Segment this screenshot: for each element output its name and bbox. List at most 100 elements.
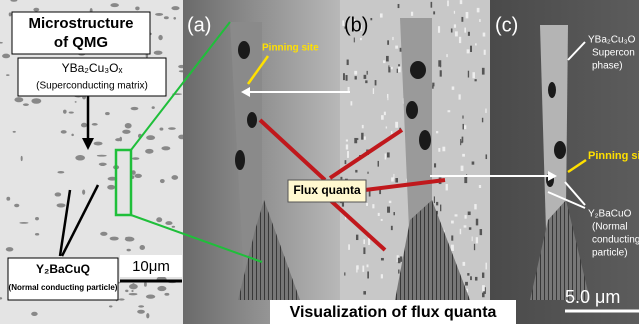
- texture-mark: [391, 177, 394, 181]
- texture-mark: [171, 175, 178, 180]
- texture-mark: [482, 293, 485, 298]
- texture-mark: [378, 213, 380, 216]
- texture-mark: [354, 38, 355, 43]
- texture-mark: [389, 201, 391, 203]
- texture-mark: [129, 284, 138, 290]
- texture-mark: [23, 103, 29, 106]
- texture-mark: [386, 126, 387, 128]
- texture-mark: [482, 273, 484, 278]
- texture-mark: [164, 293, 169, 296]
- texture-mark: [351, 101, 353, 105]
- texture-mark: [356, 235, 358, 240]
- texture-mark: [486, 154, 488, 159]
- texture-mark: [451, 221, 454, 224]
- texture-mark: [346, 140, 348, 142]
- texture-mark: [367, 172, 368, 174]
- texture-mark: [463, 124, 464, 130]
- texture-mark: [145, 149, 153, 154]
- texture-mark: [476, 237, 478, 243]
- texture-mark: [131, 107, 139, 110]
- texture-mark: [157, 286, 166, 291]
- texture-mark: [485, 109, 486, 113]
- texture-mark: [355, 76, 357, 79]
- texture-mark: [460, 139, 461, 145]
- title: of QMG: [54, 34, 108, 51]
- caption: Visualization of flux quanta: [290, 304, 497, 321]
- texture-mark: [475, 43, 477, 45]
- texture-mark: [472, 161, 475, 164]
- texture-mark: [432, 85, 434, 88]
- texture-mark: [455, 214, 458, 216]
- texture-mark: [434, 163, 436, 167]
- texture-mark: [470, 276, 472, 280]
- texture-mark: [465, 282, 468, 286]
- texture-mark: [455, 31, 458, 36]
- texture-mark: [367, 71, 368, 75]
- texture-mark: [367, 264, 369, 267]
- texture-mark: [109, 305, 113, 307]
- texture-mark: [110, 3, 118, 7]
- texture-mark: [380, 13, 383, 17]
- texture-mark: [158, 35, 162, 40]
- texture-mark: [395, 46, 398, 49]
- texture-mark: [468, 212, 471, 216]
- texture-mark: [454, 11, 455, 14]
- texture-mark: [347, 151, 349, 158]
- texture-mark: [467, 49, 470, 53]
- texture-mark: [13, 131, 16, 133]
- label: phase): [592, 61, 623, 72]
- texture-mark: [465, 215, 467, 219]
- texture-mark: [461, 17, 463, 22]
- texture-mark: [375, 80, 377, 85]
- texture-mark: [372, 204, 374, 208]
- texture-mark: [9, 12, 12, 16]
- title: Microstructure: [28, 15, 133, 32]
- texture-mark: [105, 112, 110, 115]
- texture-mark: [172, 226, 175, 228]
- texture-mark: [392, 37, 393, 40]
- texture-mark: [370, 18, 372, 20]
- texture-mark: [479, 185, 481, 188]
- texture-mark: [436, 202, 438, 205]
- texture-mark: [14, 97, 23, 102]
- texture-mark: [154, 51, 163, 55]
- flux-label: Flux quanta: [293, 183, 361, 197]
- texture-mark: [479, 19, 480, 22]
- texture-mark: [31, 98, 41, 104]
- texture-mark: [354, 71, 357, 75]
- texture-mark: [477, 8, 480, 12]
- texture-mark: [363, 291, 366, 294]
- texture-mark: [383, 60, 385, 63]
- texture-mark: [69, 111, 74, 113]
- texture-mark: [387, 40, 389, 44]
- texture-mark: [482, 68, 485, 75]
- texture-mark: [431, 2, 433, 8]
- texture-mark: [433, 11, 435, 14]
- texture-mark: [357, 138, 358, 140]
- texture-mark: [385, 154, 387, 160]
- texture-mark: [482, 118, 483, 123]
- texture-mark: [454, 24, 456, 27]
- texture-mark: [386, 56, 389, 62]
- texture-mark: [33, 8, 39, 12]
- texture-mark: [6, 197, 10, 201]
- texture-mark: [452, 86, 455, 89]
- texture-mark: [63, 110, 67, 114]
- texture-mark: [474, 244, 475, 250]
- texture-mark: [442, 147, 445, 152]
- texture-mark: [366, 203, 368, 206]
- label: Supercon: [592, 48, 635, 59]
- texture-mark: [71, 134, 73, 137]
- vortex: [235, 150, 245, 170]
- texture-mark: [160, 127, 164, 130]
- texture-mark: [475, 79, 477, 81]
- texture-mark: [144, 282, 147, 287]
- texture-mark: [381, 115, 384, 120]
- texture-mark: [393, 212, 394, 215]
- texture-mark: [476, 219, 478, 226]
- texture-mark: [483, 33, 486, 37]
- formula: YBa₂Cu₃Oₓ: [62, 61, 123, 75]
- texture-mark: [446, 54, 447, 57]
- texture-mark: [61, 130, 67, 134]
- texture-mark: [35, 233, 39, 236]
